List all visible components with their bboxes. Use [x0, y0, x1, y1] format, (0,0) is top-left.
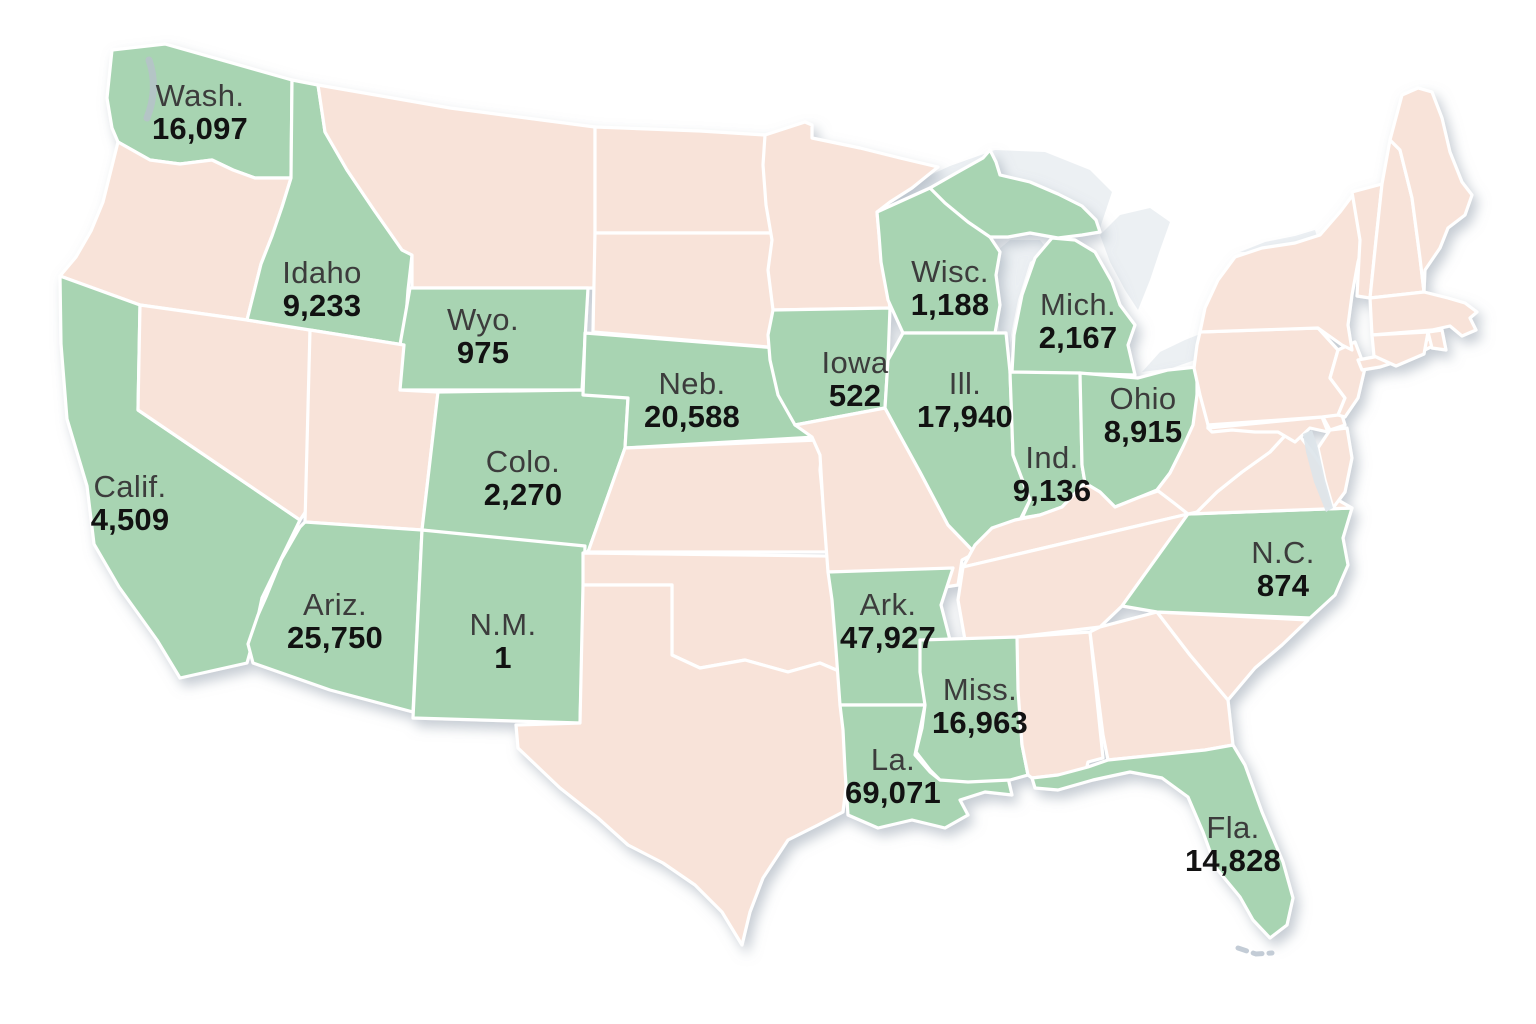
state-texas: [514, 583, 850, 947]
state-michigan-lower: [1010, 236, 1137, 377]
state-massachusetts: [1368, 290, 1479, 338]
state-wyoming: [390, 286, 590, 392]
state-new-york: [1198, 190, 1372, 352]
state-new-mexico: [411, 528, 587, 725]
state-michigan-upper: [928, 148, 1102, 240]
state-iowa: [766, 306, 892, 427]
state-north-dakota: [593, 125, 775, 235]
landmass: [58, 42, 1479, 947]
state-connecticut: [1370, 330, 1430, 368]
state-new-jersey: [1328, 340, 1367, 419]
state-rhode-island: [1426, 328, 1448, 352]
state-pennsylvania: [1192, 326, 1347, 427]
chesapeake-bay: [1303, 430, 1333, 512]
state-maine: [1388, 86, 1474, 294]
state-north-carolina: [1120, 506, 1354, 620]
lake-huron: [1100, 208, 1170, 310]
state-mississippi: [914, 635, 1030, 784]
state-florida: [1030, 743, 1295, 940]
state-maryland: [1206, 415, 1330, 444]
puget-sound: [143, 56, 157, 122]
state-south-carolina: [1155, 610, 1310, 702]
lake-erie: [1142, 332, 1212, 372]
water-details: [143, 56, 1333, 957]
state-kansas: [586, 438, 830, 554]
florida-keys: [1235, 945, 1275, 957]
lake-ontario: [1240, 230, 1318, 252]
lake-superior: [885, 150, 1112, 228]
state-alabama: [1015, 630, 1105, 780]
state-montana: [316, 83, 597, 290]
